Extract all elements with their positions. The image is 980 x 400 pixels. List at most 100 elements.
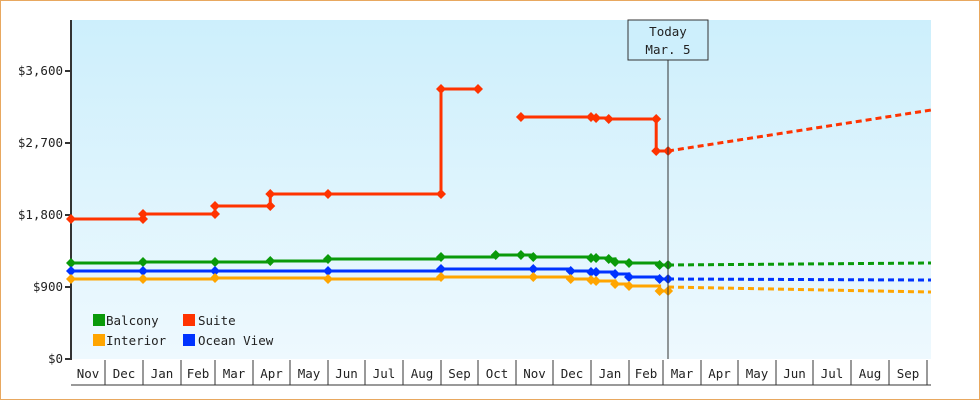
data-point-marker[interactable] — [586, 267, 596, 278]
data-point-marker[interactable] — [66, 214, 76, 224]
x-tick-month: Oct — [486, 366, 509, 381]
x-tick-month: Jan — [599, 366, 622, 381]
series-suite — [66, 84, 932, 224]
series-ocean-view — [66, 264, 932, 284]
x-axis-months: Nov Dec Jan Feb Mar Apr May Jun Jul Aug Sep Oct Nov D… — [71, 360, 931, 386]
data-point-marker[interactable] — [138, 257, 148, 268]
data-point-marker[interactable] — [591, 267, 602, 278]
legend: Balcony Suite Interior Ocean View — [93, 313, 274, 348]
today-date: Mar. 5 — [645, 42, 690, 57]
data-point-marker[interactable] — [265, 256, 276, 266]
legend-label-ocean-view: Ocean View — [198, 333, 274, 348]
data-point-marker[interactable] — [610, 257, 621, 268]
legend-label-suite: Suite — [198, 313, 236, 328]
x-tick-month: Jun — [335, 366, 358, 381]
data-point-marker[interactable] — [624, 258, 634, 268]
legend-swatch-suite — [183, 314, 195, 326]
data-point-marker[interactable] — [436, 252, 446, 262]
data-point-marker[interactable] — [624, 281, 634, 292]
data-point-marker[interactable] — [586, 253, 596, 264]
forecast-line — [667, 261, 932, 267]
data-point-marker[interactable] — [436, 189, 446, 200]
forecast-line — [667, 277, 932, 282]
x-tick-month: Mar — [671, 366, 694, 381]
data-point-marker[interactable] — [138, 266, 148, 276]
x-tick-month: Jan — [151, 366, 174, 381]
data-point-marker[interactable] — [528, 264, 539, 274]
plot-area — [71, 20, 931, 359]
data-point-marker[interactable] — [490, 250, 501, 260]
data-point-marker[interactable] — [323, 189, 333, 200]
data-point-marker[interactable] — [66, 258, 76, 268]
x-tick-month: Apr — [260, 366, 283, 381]
series-interior — [66, 272, 932, 296]
legend-swatch-balcony — [93, 314, 105, 326]
x-tick-month: Sep — [897, 366, 920, 381]
x-tick-month: Aug — [411, 366, 434, 381]
y-tick-label: $1,800 — [18, 207, 63, 222]
y-tick-label: $2,700 — [18, 135, 63, 150]
data-point-marker[interactable] — [591, 276, 602, 286]
data-point-marker[interactable] — [66, 274, 76, 284]
data-point-marker[interactable] — [210, 201, 220, 212]
x-tick-month: Feb — [635, 366, 658, 381]
data-point-marker[interactable] — [265, 189, 276, 200]
data-point-marker[interactable] — [210, 209, 220, 220]
x-tick-month: Jul — [373, 366, 396, 381]
data-point-marker[interactable] — [654, 286, 665, 296]
data-point-marker[interactable] — [591, 113, 602, 124]
data-point-marker[interactable] — [138, 274, 148, 284]
data-point-marker[interactable] — [323, 274, 333, 284]
data-point-marker[interactable] — [265, 201, 276, 212]
data-point-marker[interactable] — [436, 272, 446, 282]
x-tick-month: Sep — [448, 366, 471, 381]
x-tick-month: Jun — [783, 366, 806, 381]
data-point-marker[interactable] — [528, 272, 539, 282]
data-point-marker[interactable] — [138, 209, 148, 220]
data-point-marker[interactable] — [610, 279, 621, 290]
x-tick-month: May — [298, 366, 321, 381]
x-tick-month: Apr — [708, 366, 731, 381]
data-point-marker[interactable] — [651, 146, 662, 156]
data-point-marker[interactable] — [473, 84, 483, 94]
today-label: Today — [649, 24, 687, 39]
y-tick-label: $3,600 — [18, 63, 63, 78]
forecast-line — [667, 285, 932, 294]
data-point-marker[interactable] — [323, 254, 333, 264]
data-point-marker[interactable] — [565, 274, 576, 284]
x-tick-month: Jul — [821, 366, 844, 381]
data-point-marker[interactable] — [565, 266, 576, 276]
data-point-marker[interactable] — [624, 272, 634, 282]
series-layer — [66, 84, 932, 296]
y-axis-ticks: $0 $900 $1,800 $2,700 $3,600 — [18, 63, 71, 366]
x-tick-month: Mar — [223, 366, 246, 381]
data-point-marker[interactable] — [436, 264, 446, 274]
data-point-marker[interactable] — [210, 266, 220, 276]
x-tick-month: May — [746, 366, 769, 381]
legend-swatch-interior — [93, 334, 105, 346]
data-point-marker[interactable] — [603, 114, 614, 124]
data-point-marker[interactable] — [436, 84, 446, 94]
x-tick-month: Feb — [187, 366, 210, 381]
data-point-marker[interactable] — [591, 253, 602, 264]
data-point-marker[interactable] — [515, 250, 526, 260]
data-point-marker[interactable] — [610, 269, 621, 280]
x-tick-month: Dec — [561, 366, 584, 381]
data-point-marker[interactable] — [515, 112, 526, 122]
data-point-marker[interactable] — [66, 266, 76, 276]
today-box — [627, 19, 709, 61]
x-tick-month: Dec — [113, 366, 136, 381]
y-tick-label: $0 — [48, 351, 63, 366]
data-point-marker[interactable] — [210, 273, 220, 284]
legend-swatch-ocean-view — [183, 334, 195, 346]
x-tick-month: Nov — [77, 366, 100, 381]
data-point-marker[interactable] — [654, 274, 665, 284]
data-point-marker[interactable] — [210, 257, 220, 268]
y-tick-label: $900 — [33, 279, 63, 294]
data-point-marker[interactable] — [651, 114, 662, 124]
today-marker: Today Mar. 5 — [627, 19, 709, 359]
data-point-marker[interactable] — [654, 260, 665, 270]
data-point-marker[interactable] — [323, 266, 333, 276]
data-point-marker[interactable] — [528, 252, 539, 262]
